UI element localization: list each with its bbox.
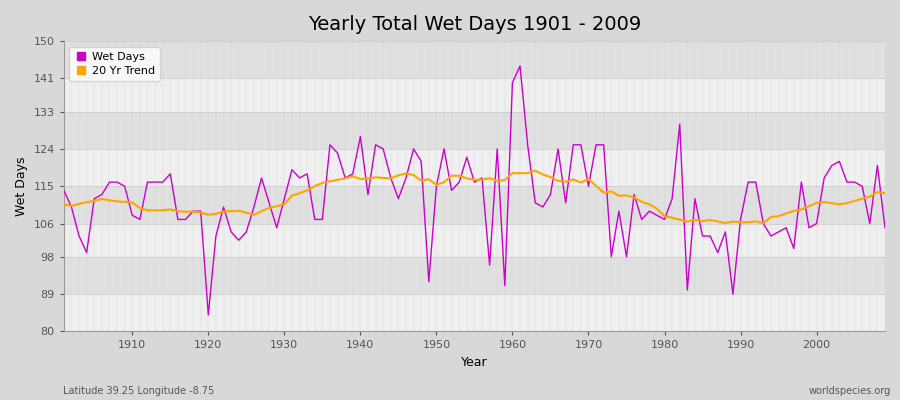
20 Yr Trend	[606, 189, 616, 194]
Wet Days	[120, 184, 130, 189]
20 Yr Trend	[500, 178, 510, 182]
20 Yr Trend	[758, 221, 769, 226]
20 Yr Trend	[530, 168, 541, 173]
Wet Days	[614, 209, 625, 214]
Wet Days	[294, 176, 305, 180]
Bar	[64, 112, 885, 149]
20 Yr Trend	[879, 191, 890, 196]
X-axis label: Year: Year	[461, 356, 488, 369]
Bar	[64, 41, 885, 78]
Line: Wet Days: Wet Days	[64, 66, 885, 315]
Wet Days	[340, 176, 351, 180]
20 Yr Trend	[120, 200, 130, 204]
Title: Yearly Total Wet Days 1901 - 2009: Yearly Total Wet Days 1901 - 2009	[308, 15, 641, 34]
Wet Days	[58, 188, 69, 193]
Bar	[64, 149, 885, 186]
Y-axis label: Wet Days: Wet Days	[15, 156, 28, 216]
Text: Latitude 39.25 Longitude -8.75: Latitude 39.25 Longitude -8.75	[63, 386, 214, 396]
20 Yr Trend	[507, 171, 517, 176]
Wet Days	[515, 64, 526, 68]
20 Yr Trend	[332, 178, 343, 182]
Bar	[64, 186, 885, 224]
Bar	[64, 257, 885, 294]
Wet Days	[202, 312, 213, 317]
Line: 20 Yr Trend: 20 Yr Trend	[64, 171, 885, 223]
Bar	[64, 224, 885, 257]
Wet Days	[522, 142, 533, 147]
Bar	[64, 78, 885, 112]
Bar	[64, 294, 885, 332]
20 Yr Trend	[286, 193, 297, 198]
Wet Days	[879, 225, 890, 230]
Wet Days	[507, 80, 517, 85]
Text: worldspecies.org: worldspecies.org	[809, 386, 891, 396]
Legend: Wet Days, 20 Yr Trend: Wet Days, 20 Yr Trend	[69, 47, 160, 81]
20 Yr Trend	[58, 202, 69, 207]
